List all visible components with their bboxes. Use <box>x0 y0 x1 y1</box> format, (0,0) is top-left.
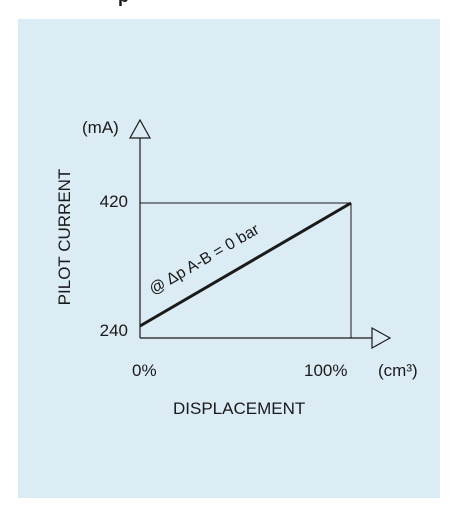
cut-off-heading-text: p <box>118 0 129 6</box>
cut-off-heading: p <box>0 0 452 6</box>
y-tick-label-420: 420 <box>100 192 128 211</box>
y-axis-arrow-icon <box>128 118 152 139</box>
y-unit-label: (mA) <box>82 118 119 137</box>
x-unit-label: (cm³) <box>378 361 418 380</box>
series-line <box>139 201 352 328</box>
y-axis-title: PILOT CURRENT <box>55 169 74 306</box>
x-axis-title: DISPLACEMENT <box>173 399 305 418</box>
chart-panel <box>18 19 440 498</box>
x-axis-arrow-icon <box>371 326 392 350</box>
x-tick-label-0: 0% <box>132 361 157 380</box>
y-tick-label-240: 240 <box>100 321 128 340</box>
x-tick-label-100: 100% <box>304 361 347 380</box>
